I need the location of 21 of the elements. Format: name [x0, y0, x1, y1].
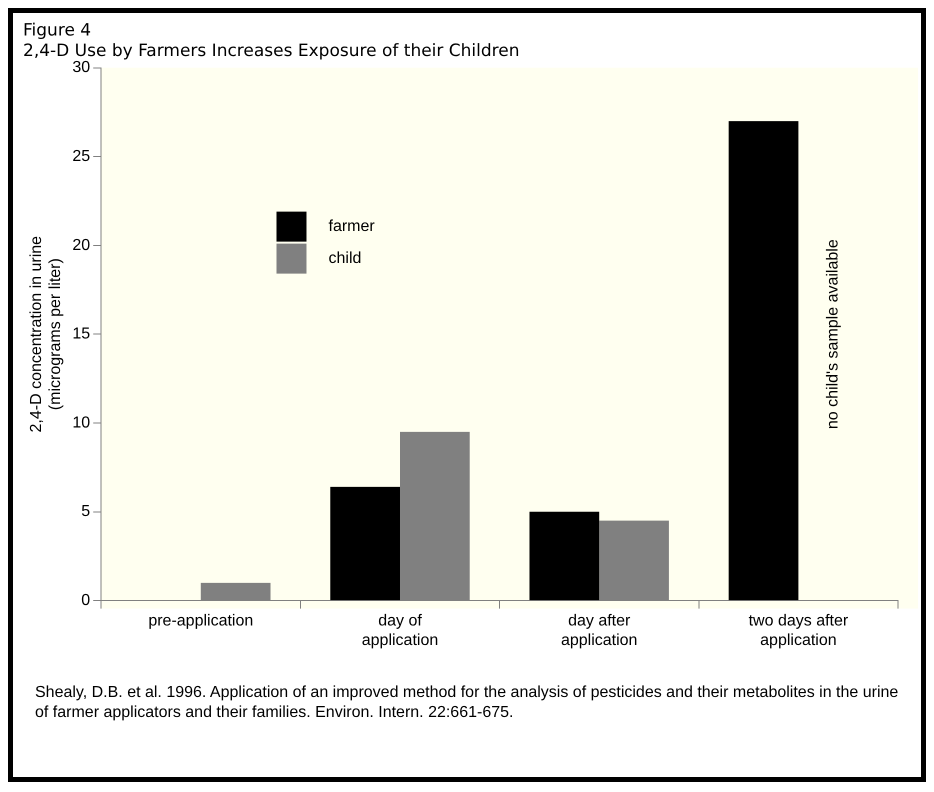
y-tick-label: 20	[72, 236, 90, 254]
bar	[330, 486, 400, 600]
y-axis-title: 2,4-D concentration in urine (micrograms per liter)	[28, 236, 64, 432]
x-tick-label: day of application	[362, 612, 438, 649]
chart-subtitle: 2,4-D Use by Farmers Increases Exposure of their Children	[23, 41, 520, 62]
y-tick-label: 5	[81, 503, 90, 520]
bar	[529, 512, 600, 600]
annotation: no child's sample available	[824, 239, 842, 430]
legend-label: child	[328, 250, 362, 268]
x-tick-label: day after application	[560, 612, 638, 649]
bar	[728, 121, 798, 600]
y-tick-label: 15	[72, 326, 90, 343]
text: Shealy, D.B. et al. 1996. Application of an improved method for the analysis of pesticides and their metabolites in the urine of farmer applicators and their families. Environ. Intern. 22:661-675.	[35, 683, 900, 723]
y-tick-label: 30	[72, 59, 90, 76]
legend-label: farmer	[328, 218, 376, 236]
x-tick-label: two days after application	[748, 612, 849, 649]
chart-title: Figure 4	[23, 20, 92, 41]
y-tick-label: 25	[72, 148, 90, 166]
y-tick-label: 0	[81, 592, 90, 610]
y-tick-label: 10	[72, 414, 90, 432]
x-tick-label: pre-application	[148, 612, 254, 630]
